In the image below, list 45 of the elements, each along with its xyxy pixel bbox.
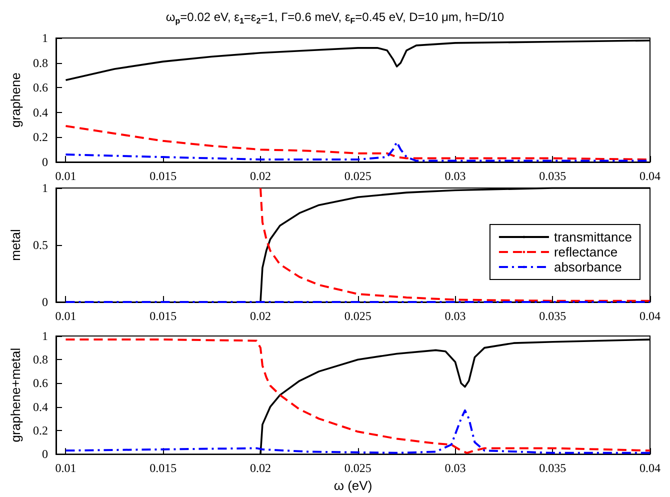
y-tick-label: 0.8	[33, 352, 48, 367]
x-tick-label: 0.015	[150, 309, 177, 323]
x-tick-label: 0.04	[640, 169, 660, 183]
y-axis-title: graphene	[8, 72, 23, 128]
x-tick-label: 0.015	[150, 169, 177, 183]
x-tick-label: 0.04	[640, 309, 660, 323]
x-tick-label: 0.03	[444, 169, 466, 183]
y-axis-title: metal	[8, 229, 23, 261]
line-series	[64, 338, 651, 454]
x-tick-label: 0.02	[250, 309, 271, 323]
x-tick-label: 0.025	[344, 169, 372, 183]
y-tick-label: 0.4	[33, 105, 48, 120]
x-tick-label: 0.025	[344, 461, 372, 476]
y-tick-label: 0.2	[33, 423, 48, 438]
y-tick-label: 0.6	[33, 80, 48, 95]
legend-label: transmittance	[554, 230, 632, 244]
x-tick-label: 0.02	[250, 461, 271, 476]
y-tick-label: 0	[42, 295, 48, 309]
y-tick-label: 0.8	[33, 56, 48, 70]
y-tick-label: 0	[42, 447, 48, 462]
line-series	[64, 409, 651, 454]
x-tick-label: 0.03	[444, 461, 466, 476]
y-tick-label: 1	[42, 329, 48, 343]
legend-label: reflectance	[554, 244, 618, 260]
y-tick-label: 1	[42, 31, 48, 45]
legend-label: absorbance	[554, 260, 622, 274]
y-tick-label: 1	[42, 181, 48, 195]
y-tick-label: 0.4	[33, 400, 48, 414]
y-tick-label: 0.6	[33, 376, 48, 390]
y-tick-label: 0.2	[33, 130, 48, 144]
x-tick-label: 0.035	[539, 169, 566, 183]
x-tick-label: 0.02	[250, 169, 271, 183]
x-tick-label: 0.01	[55, 309, 76, 323]
x-tick-label: 0.04	[640, 461, 660, 476]
x-tick-label: 0.025	[344, 309, 372, 323]
x-tick-label: 0.01	[55, 461, 76, 476]
y-tick-label: 0.5	[33, 238, 48, 252]
x-tick-label: 0.01	[55, 169, 76, 183]
x-tick-label: 0.035	[539, 309, 566, 323]
x-tick-label: 0.035	[539, 461, 566, 476]
x-tick-label: 0.03	[444, 309, 466, 323]
y-tick-label: 0	[42, 155, 48, 169]
x-tick-label: 0.015	[150, 461, 177, 476]
x-axis-title: ω (eV)	[334, 478, 372, 493]
y-axis-title: graphene+metal	[8, 348, 23, 442]
